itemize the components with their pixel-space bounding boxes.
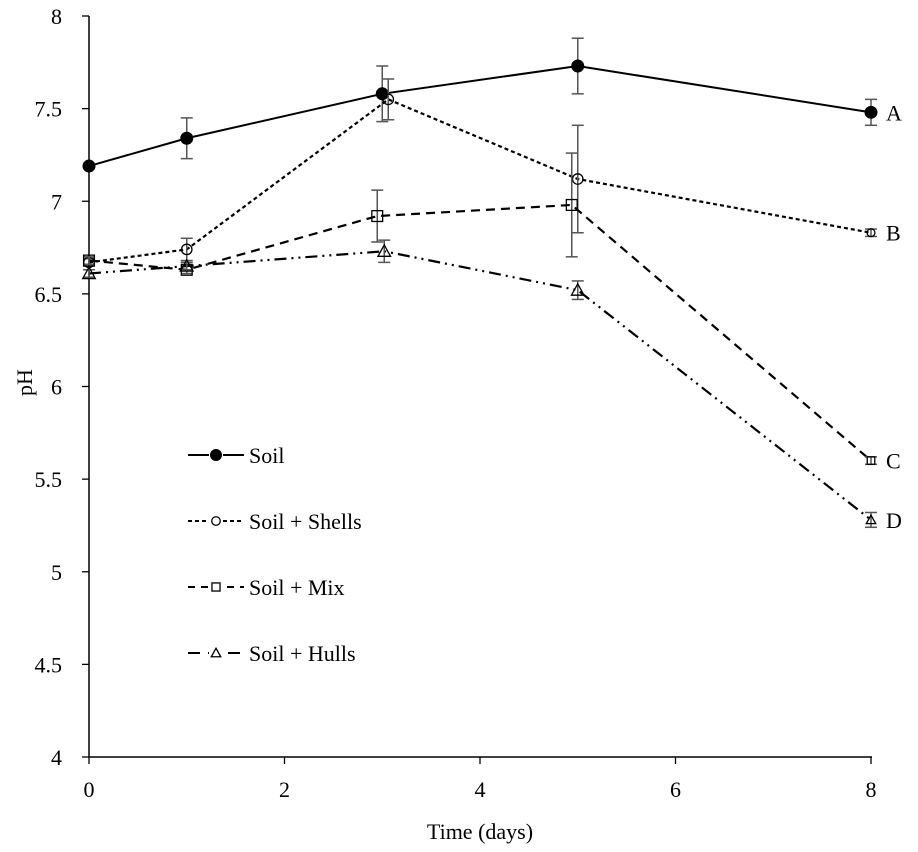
series-soil-mix: C <box>82 152 901 474</box>
legend-label: Soil + Mix <box>249 575 345 600</box>
data-point <box>866 456 876 466</box>
y-tick-label: 8 <box>51 4 62 29</box>
y-tick-label: 7.5 <box>35 97 63 122</box>
series-line <box>88 250 872 521</box>
legend-label: Soil <box>249 443 284 468</box>
error-bar <box>83 256 95 265</box>
series-soil: A <box>82 37 902 173</box>
error-bar <box>565 152 578 258</box>
data-point <box>866 228 876 238</box>
data-point <box>570 282 586 296</box>
y-tick-label: 6.5 <box>35 282 63 307</box>
error-bar <box>571 124 584 234</box>
x-tick-label: 8 <box>866 777 877 802</box>
data-point <box>376 243 392 257</box>
series-end-label: C <box>886 449 901 474</box>
y-tick-label: 4 <box>51 745 62 770</box>
legend-marker <box>211 582 221 592</box>
error-bar <box>180 261 193 271</box>
x-axis-title: Time (days) <box>427 819 533 844</box>
series-line <box>88 203 872 462</box>
data-point <box>82 159 96 173</box>
error-bar <box>382 78 395 121</box>
y-tick-label: 4.5 <box>35 652 63 677</box>
data-point <box>864 105 878 119</box>
y-tick-label: 7 <box>51 189 62 214</box>
x-ticks: 0 2 4 6 8 <box>84 757 877 802</box>
series-soil-hulls: D <box>81 239 902 533</box>
data-point <box>180 131 194 145</box>
series-soil-shells: B <box>83 78 901 269</box>
series-end-label: A <box>886 100 902 125</box>
axes: 4 4.5 5 5.5 6 6.5 7 7.5 8 0 2 4 6 8 <box>35 4 877 802</box>
y-tick-label: 5 <box>51 560 62 585</box>
data-point <box>371 210 384 223</box>
y-tick-label: 5.5 <box>35 467 63 492</box>
series-line <box>88 65 872 168</box>
data-point <box>382 93 395 106</box>
error-bar <box>371 189 384 243</box>
data-point <box>180 243 193 256</box>
data-point <box>571 59 585 73</box>
data-point <box>179 258 195 272</box>
legend: Soil Soil + Shells Soil + Mix Soil + Hulls <box>188 443 362 666</box>
legend-marker <box>210 449 222 461</box>
data-point <box>81 265 97 280</box>
legend-item: Soil + Mix <box>188 575 345 600</box>
y-axis-title: pH <box>12 369 37 396</box>
x-tick-label: 0 <box>84 777 95 802</box>
series-end-label: D <box>886 508 902 533</box>
legend-marker <box>211 516 221 526</box>
legend-item: Soil + Hulls <box>188 641 356 666</box>
x-tick-label: 6 <box>670 777 681 802</box>
legend-item: Soil + Shells <box>188 509 362 534</box>
series-line <box>88 98 872 264</box>
y-ticks: 4 4.5 5 5.5 6 6.5 7 7.5 8 <box>35 4 89 770</box>
series-layer: A B C D <box>81 37 902 533</box>
data-point <box>565 198 578 212</box>
x-tick-label: 2 <box>279 777 290 802</box>
y-tick-label: 6 <box>51 375 62 400</box>
series-end-label: B <box>886 221 901 246</box>
data-point <box>865 513 877 525</box>
legend-label: Soil + Hulls <box>249 641 356 666</box>
legend-marker <box>210 646 222 658</box>
legend-label: Soil + Shells <box>249 509 362 534</box>
x-tick-label: 4 <box>475 777 486 802</box>
legend-item: Soil <box>188 443 284 468</box>
error-bar <box>83 269 95 278</box>
data-point <box>571 173 584 185</box>
